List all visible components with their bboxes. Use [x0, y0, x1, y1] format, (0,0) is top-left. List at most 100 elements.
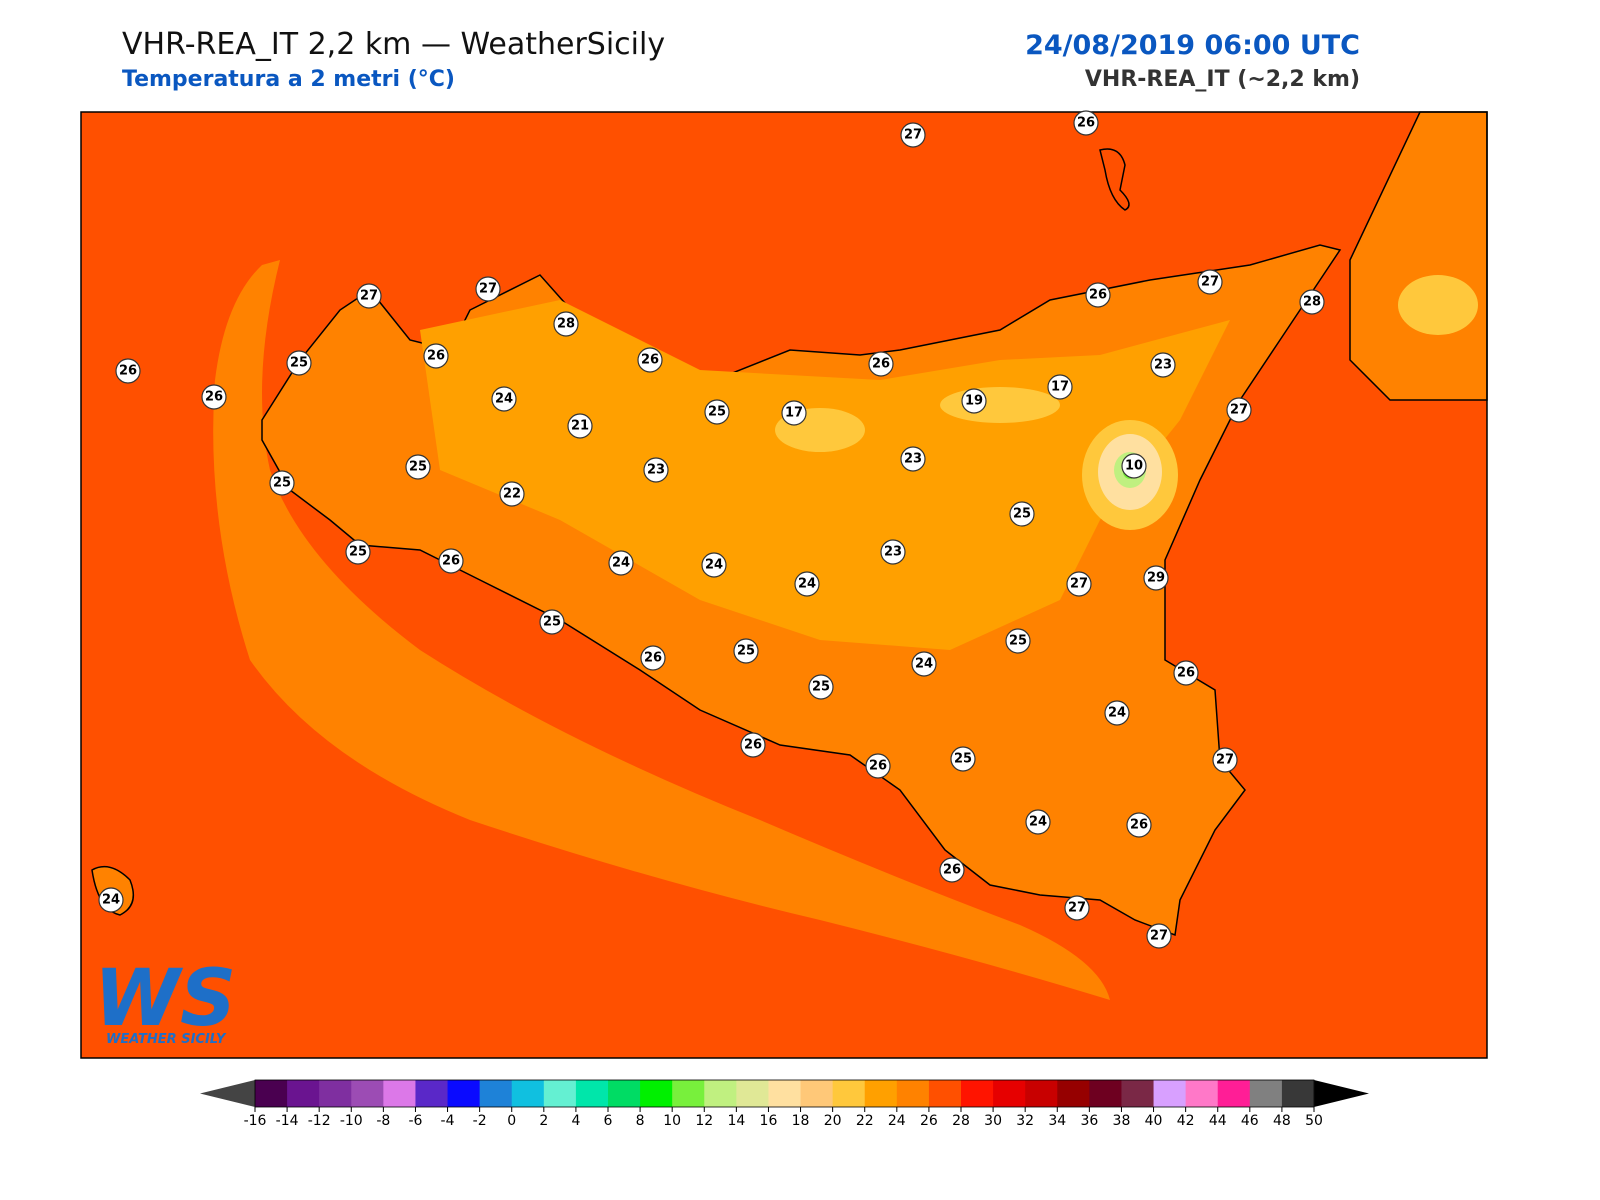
station-value: 26	[869, 759, 887, 774]
station: 24	[1104, 700, 1130, 726]
title: VHR-REA_IT 2,2 km — WeatherSicily	[122, 27, 665, 62]
station: 26	[438, 548, 464, 574]
station: 17	[781, 400, 807, 426]
warm-plume	[213, 260, 1110, 1000]
colorbar-cell	[896, 1080, 930, 1107]
station: 24	[701, 552, 727, 578]
station-marker	[740, 732, 766, 758]
colorbar-tick-label: 50	[1305, 1113, 1323, 1129]
subtitle: Temperatura a 2 metri (°C)	[122, 67, 455, 92]
colorbar-tick-label: 4	[571, 1113, 580, 1129]
station: 27	[1212, 747, 1238, 773]
station: 23	[1150, 352, 1176, 378]
station: 24	[911, 651, 937, 677]
station: 27	[475, 276, 501, 302]
station: 25	[808, 674, 834, 700]
station-marker	[1085, 282, 1111, 308]
station: 10	[1121, 453, 1147, 479]
station: 26	[637, 347, 663, 373]
station-marker	[1005, 628, 1031, 654]
station: 26	[1073, 110, 1099, 136]
colorbar-tick-label: -2	[473, 1113, 487, 1129]
station: 24	[794, 571, 820, 597]
colorbar-cell	[1281, 1080, 1315, 1107]
station-value: 27	[360, 289, 378, 304]
station-value: 21	[571, 419, 589, 434]
station: 26	[1126, 812, 1152, 838]
colorbar-cell	[704, 1080, 737, 1107]
colorbar-cell	[1185, 1080, 1219, 1107]
station-value: 26	[641, 353, 659, 368]
colorbar-cell	[415, 1080, 449, 1107]
colorbar-cell	[864, 1080, 898, 1107]
station: 27	[1226, 397, 1252, 423]
colorbar-under	[200, 1080, 255, 1107]
station-marker	[1126, 812, 1152, 838]
colorbar-tick-label: -4	[441, 1113, 455, 1129]
station-value: 26	[1130, 818, 1148, 833]
station: 28	[1299, 289, 1325, 315]
colorbar-cell	[543, 1080, 577, 1107]
station: 25	[704, 399, 730, 425]
station-marker	[640, 645, 666, 671]
station-marker	[475, 276, 501, 302]
station-marker	[865, 753, 891, 779]
colorbar-tick-label: 24	[888, 1113, 906, 1129]
colorbar-tick-label: -14	[276, 1113, 299, 1129]
colorbar-cell	[575, 1080, 609, 1107]
station-value: 25	[1013, 507, 1031, 522]
station-marker	[643, 457, 669, 483]
station-marker	[1173, 660, 1199, 686]
colorbar-cell	[928, 1080, 962, 1107]
station-value: 25	[273, 476, 291, 491]
station: 24	[608, 550, 634, 576]
station-value: 23	[1154, 358, 1172, 373]
station-marker	[911, 651, 937, 677]
station-value: 24	[1108, 706, 1126, 721]
station-marker	[868, 351, 894, 377]
colorbar-over	[1314, 1080, 1369, 1107]
colorbar-tick-label: 10	[663, 1113, 681, 1129]
nebrodi-cool	[940, 387, 1060, 423]
station-marker	[115, 358, 141, 384]
colorbar-cell	[479, 1080, 513, 1107]
station: 27	[1197, 269, 1223, 295]
station-value: 25	[1009, 634, 1027, 649]
station-value: 22	[503, 487, 521, 502]
colorbar-tick-label: 6	[604, 1113, 613, 1129]
station-marker	[950, 746, 976, 772]
calabria-warm	[1398, 275, 1478, 335]
station-value: 24	[102, 893, 120, 908]
station-value: 25	[812, 680, 830, 695]
station-marker	[939, 857, 965, 883]
colorbar-tick-label: 26	[920, 1113, 938, 1129]
station-value: 24	[1029, 815, 1047, 830]
colorbar-cell	[736, 1080, 769, 1107]
station-marker	[808, 674, 834, 700]
station: 27	[1066, 571, 1092, 597]
station: 24	[98, 887, 124, 913]
station-marker	[1143, 565, 1169, 591]
colorbar-tick-label: 28	[952, 1113, 970, 1129]
colorbar-cell	[447, 1080, 481, 1107]
colorbar-tick-label: 44	[1209, 1113, 1227, 1129]
station: 26	[939, 857, 965, 883]
station: 23	[900, 446, 926, 472]
station-marker	[1066, 571, 1092, 597]
station: 28	[553, 311, 579, 337]
colorbar-tick-label: 0	[507, 1113, 516, 1129]
colorbar-cell	[961, 1080, 994, 1107]
station-value: 24	[915, 657, 933, 672]
colorbar-cell	[768, 1080, 802, 1107]
station: 22	[499, 481, 525, 507]
station: 26	[1085, 282, 1111, 308]
colorbar-cell	[351, 1080, 384, 1107]
aeolian-islands	[1099, 148, 1130, 211]
station: 29	[1143, 565, 1169, 591]
station-value: 27	[1068, 901, 1086, 916]
station-marker	[608, 550, 634, 576]
station-value: 28	[1303, 295, 1321, 310]
colorbar-tick-label: -10	[340, 1113, 363, 1129]
station-value: 24	[705, 558, 723, 573]
station-marker	[701, 552, 727, 578]
